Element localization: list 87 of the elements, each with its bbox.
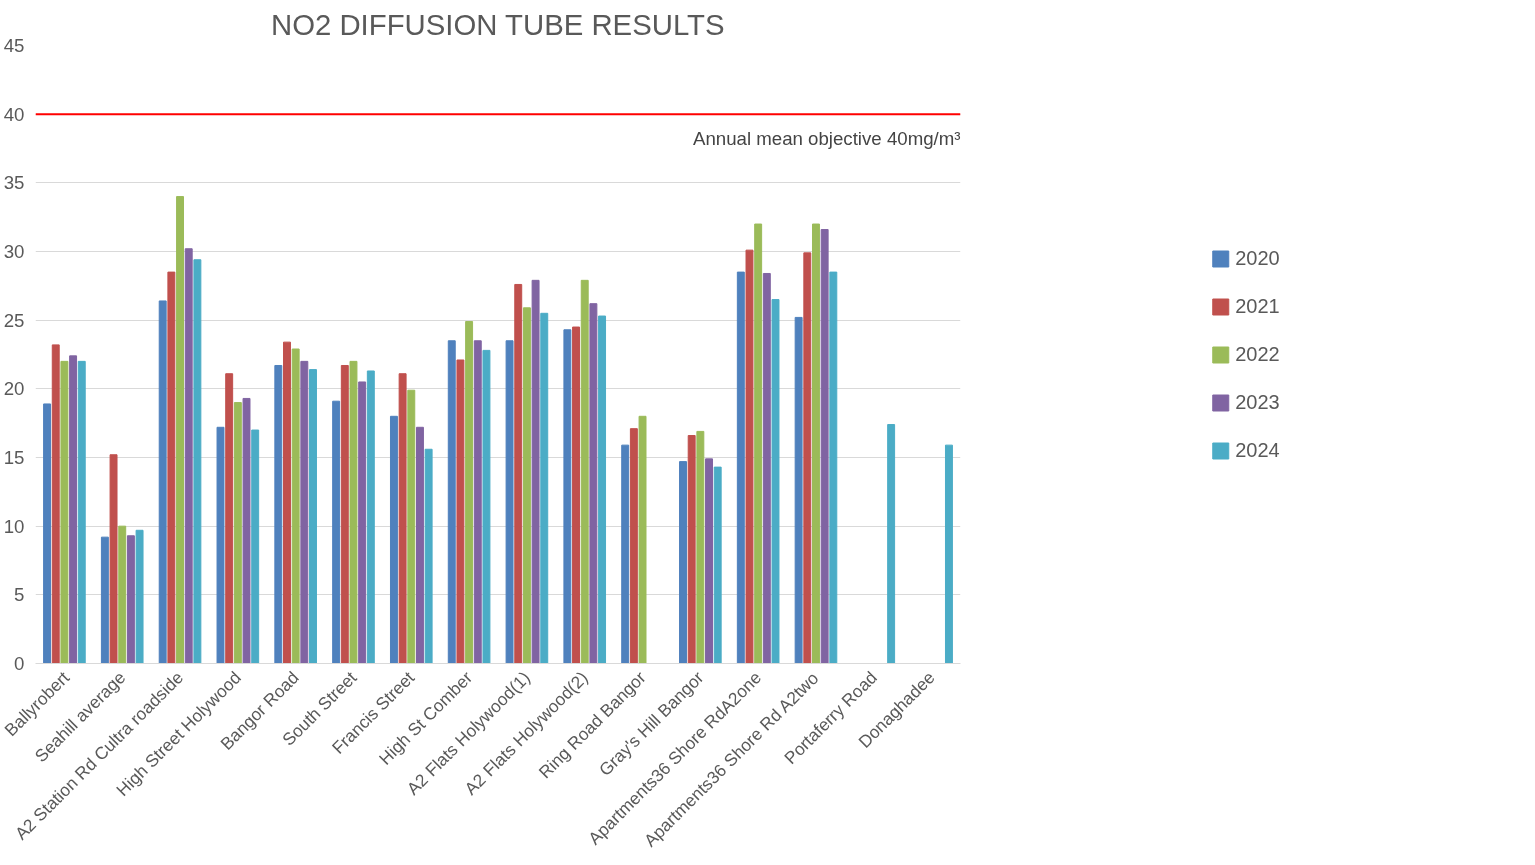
bar (349, 360, 358, 664)
bar (118, 525, 127, 664)
bar (60, 360, 69, 664)
bar (887, 424, 896, 664)
bar (505, 340, 514, 664)
bar (447, 340, 456, 664)
bar (193, 259, 202, 664)
legend-label: 2022 (1235, 342, 1280, 366)
bar (158, 300, 167, 664)
bar (424, 448, 433, 664)
bar (482, 349, 491, 664)
y-tick-label: 15 (3, 447, 25, 468)
bar (944, 444, 953, 664)
bar (771, 299, 780, 664)
bar (473, 340, 482, 664)
ref-line-label: Annual mean objective 40mg/m³ (692, 128, 961, 150)
bar (589, 303, 598, 664)
bar (332, 400, 341, 664)
bar (540, 312, 549, 664)
bar (135, 529, 144, 664)
bar (389, 415, 398, 664)
bar (598, 315, 607, 664)
bar (358, 381, 367, 664)
bar (514, 283, 523, 664)
legend-label: 2023 (1235, 390, 1280, 414)
bar (184, 248, 193, 664)
bar (679, 461, 687, 664)
bar (638, 415, 647, 664)
bar (812, 223, 820, 664)
bar (291, 348, 300, 664)
bar (398, 373, 407, 664)
bar (745, 249, 754, 664)
bar (621, 444, 630, 664)
bar (713, 466, 722, 664)
bar (167, 271, 176, 664)
bar (696, 430, 705, 664)
bar (69, 355, 78, 664)
bar (283, 341, 291, 664)
bar (242, 397, 251, 664)
bar (251, 429, 260, 664)
bar (465, 321, 474, 664)
bar (629, 428, 638, 664)
bar (126, 535, 135, 664)
legend-label: 2020 (1235, 246, 1280, 270)
y-tick-label: 25 (3, 309, 25, 331)
bar (762, 272, 771, 664)
bar (563, 329, 572, 664)
bar (820, 229, 829, 664)
bar (309, 369, 317, 664)
bar (300, 360, 309, 664)
bar (705, 458, 713, 664)
y-tick-label: 45 (3, 35, 25, 56)
bar (366, 370, 375, 664)
legend-label: 2024 (1235, 438, 1280, 462)
bar (77, 360, 86, 664)
bar (340, 364, 349, 664)
bar (803, 252, 812, 664)
y-tick-label: 35 (3, 172, 25, 194)
bar (407, 389, 416, 664)
bar (687, 435, 696, 664)
y-tick-label: 20 (3, 378, 25, 400)
bar (274, 364, 283, 664)
y-tick-label: 0 (14, 653, 25, 674)
bar (100, 536, 109, 664)
bar (176, 196, 184, 664)
bar (522, 307, 531, 664)
y-tick-label: 40 (3, 103, 25, 125)
bar (225, 373, 234, 664)
bar (531, 279, 540, 664)
bar (794, 316, 803, 664)
y-tick-label: 10 (3, 515, 25, 537)
bar (43, 403, 52, 664)
bar (51, 344, 60, 664)
bar (572, 326, 581, 664)
bar (456, 359, 465, 664)
bar (233, 402, 242, 664)
chart-title: NO2 DIFFUSION TUBE RESULTS (270, 7, 725, 41)
legend-label: 2021 (1235, 294, 1280, 318)
bar (216, 426, 225, 664)
bar (415, 426, 424, 664)
y-tick-label: 30 (3, 241, 25, 262)
y-tick-label: 5 (14, 584, 25, 606)
bar (754, 223, 763, 664)
bar (736, 271, 745, 664)
bar (829, 271, 838, 664)
bar (580, 279, 589, 664)
bar (109, 454, 118, 664)
